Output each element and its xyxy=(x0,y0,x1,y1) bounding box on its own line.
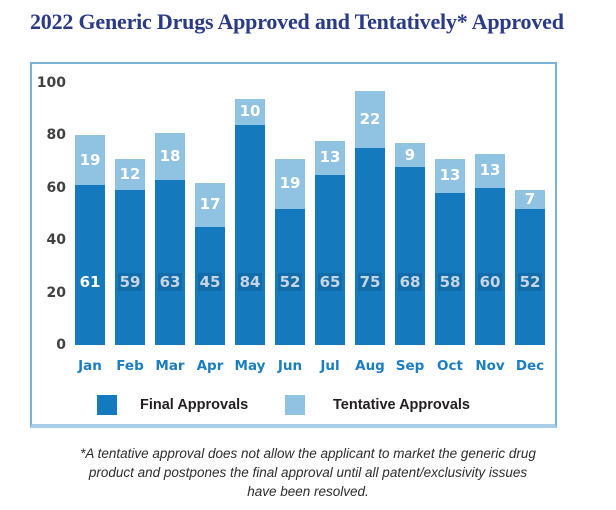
bar-group-aug: 22 75 xyxy=(355,90,385,345)
final-segment xyxy=(155,179,185,345)
x-axis-label-oct: Oct xyxy=(437,358,463,374)
final-value-label: 60 xyxy=(477,272,503,291)
final-segment xyxy=(475,187,505,345)
final-value-label: 65 xyxy=(317,272,343,291)
tentative-segment xyxy=(435,158,465,194)
tentative-value-label: 13 xyxy=(439,166,461,185)
legend-swatch-tentative-approvals xyxy=(285,395,305,415)
final-segment xyxy=(275,208,305,345)
final-value-label: 68 xyxy=(397,272,423,291)
tentative-segment xyxy=(275,158,305,209)
tentative-value-label: 19 xyxy=(279,174,301,193)
tentative-segment xyxy=(355,90,385,149)
tentative-segment xyxy=(235,98,265,125)
bar-group-apr: 17 45 xyxy=(195,182,225,345)
tentative-value-label: 9 xyxy=(404,145,416,164)
final-segment xyxy=(355,148,385,345)
y-axis-tick-label: 100 xyxy=(36,75,66,91)
x-axis-label-jun: Jun xyxy=(277,358,303,374)
tentative-value-label: 12 xyxy=(119,165,141,184)
tentative-value-label: 22 xyxy=(359,110,381,129)
final-value-label: 52 xyxy=(517,272,543,291)
legend-swatch-final-approvals xyxy=(97,395,117,415)
y-axis-tick-label: 40 xyxy=(46,232,66,249)
final-value-label: 58 xyxy=(437,272,463,291)
footnote: *A tentative approval does not allow the… xyxy=(0,444,616,501)
bar-group-jan: 19 61 xyxy=(75,135,105,345)
tentative-segment xyxy=(115,158,145,191)
bar-group-jul: 13 65 xyxy=(315,140,345,345)
footnote-line: have been resolved. xyxy=(247,484,369,499)
tentative-segment xyxy=(475,153,505,188)
final-segment xyxy=(435,193,465,345)
x-axis-label-jul: Jul xyxy=(320,358,340,374)
x-axis-label-sep: Sep xyxy=(395,358,425,374)
bar-group-nov: 13 60 xyxy=(475,153,505,345)
final-segment xyxy=(195,227,225,345)
final-value-label: 75 xyxy=(357,272,383,291)
final-value-label: 61 xyxy=(79,272,101,291)
final-value-label: 63 xyxy=(157,272,183,291)
bar-group-may: 10 84 xyxy=(235,98,265,345)
tentative-value-label: 19 xyxy=(79,150,101,169)
tentative-segment xyxy=(315,140,345,175)
y-axis-tick-label: 0 xyxy=(56,337,66,353)
bar-group-sep: 9 68 xyxy=(395,143,425,345)
y-axis-tick-label: 20 xyxy=(46,284,66,301)
final-segment xyxy=(115,190,145,345)
chart-title: 2022 Generic Drugs Approved and Tentativ… xyxy=(30,9,564,34)
final-value-label: 45 xyxy=(197,272,223,291)
tentative-segment xyxy=(75,135,105,186)
y-axis-tick-label: 60 xyxy=(46,179,66,196)
footnote-line: product and postpones the final approval… xyxy=(88,465,528,480)
bar-group-feb: 12 59 xyxy=(115,158,145,345)
x-axis-label-dec: Dec xyxy=(515,358,545,374)
tentative-value-label: 18 xyxy=(159,146,181,165)
tentative-value-label: 10 xyxy=(239,102,261,121)
chart-box: 0 20 40 60 80 100 19 61 12 59 18 63 17 45 10 84 19 52 13 6… xyxy=(30,62,557,428)
tentative-segment xyxy=(155,132,185,180)
x-axis-label-may: May xyxy=(234,358,266,374)
x-axis-label-mar: Mar xyxy=(155,358,185,374)
legend-label-tentative-approvals: Tentative Approvals xyxy=(333,397,470,413)
tentative-segment xyxy=(395,143,425,167)
final-segment xyxy=(315,174,345,345)
final-segment xyxy=(75,185,105,345)
final-segment xyxy=(515,208,545,345)
x-axis-label-aug: Aug xyxy=(355,358,385,374)
x-axis-label-apr: Apr xyxy=(196,358,224,374)
final-segment xyxy=(235,124,265,345)
final-value-label: 59 xyxy=(117,272,143,291)
tentative-value-label: 17 xyxy=(199,195,221,214)
x-axis-label-jan: Jan xyxy=(78,358,102,374)
x-axis-label-feb: Feb xyxy=(116,358,144,374)
y-axis-tick-label: 80 xyxy=(46,127,66,144)
legend-label-final-approvals: Final Approvals xyxy=(140,397,249,413)
tentative-segment xyxy=(515,190,545,209)
footnote-line: *A tentative approval does not allow the… xyxy=(80,446,536,461)
tentative-value-label: 13 xyxy=(319,148,341,167)
tentative-segment xyxy=(195,182,225,228)
tentative-value-label: 7 xyxy=(524,190,536,209)
bar-group-dec: 7 52 xyxy=(515,190,545,345)
bar-group-jun: 19 52 xyxy=(275,158,305,345)
final-value-label: 52 xyxy=(277,272,303,291)
final-segment xyxy=(395,166,425,345)
final-value-label: 84 xyxy=(237,272,263,291)
bar-group-mar: 18 63 xyxy=(155,132,185,345)
x-axis-label-nov: Nov xyxy=(475,358,505,374)
bar-group-oct: 13 58 xyxy=(435,158,465,345)
tentative-value-label: 13 xyxy=(479,161,501,180)
